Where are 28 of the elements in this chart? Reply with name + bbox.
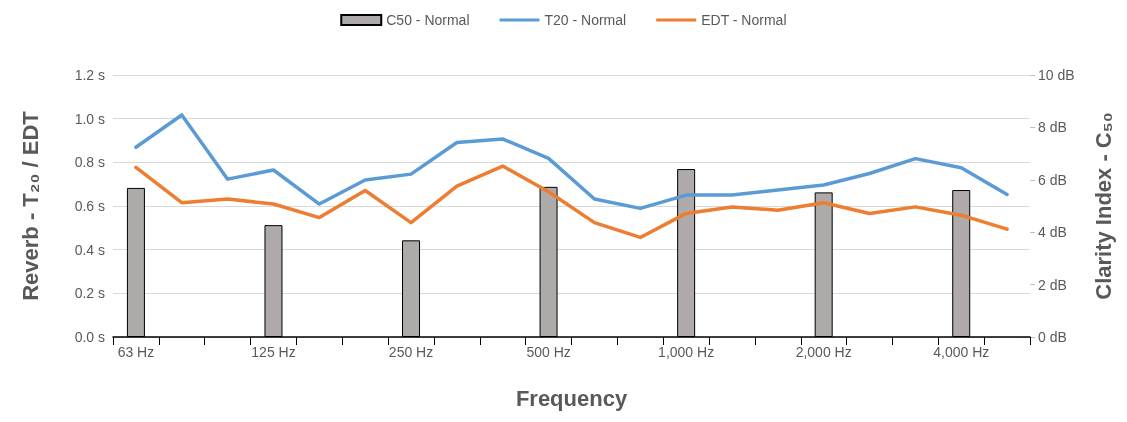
y-tick-label: 0.6 s (74, 198, 105, 214)
x-tick-label: 1,000 Hz (658, 344, 715, 360)
legend-label: EDT - Normal (701, 12, 787, 28)
x-tick-label: 63 Hz (117, 344, 155, 360)
y2-tick-label: 2 dB (1038, 276, 1067, 293)
y2-tick-label: 6 dB (1038, 171, 1067, 188)
y2-tick-label: 8 dB (1038, 119, 1067, 136)
y-tick-label: 0.8 s (74, 154, 105, 171)
y-tick-label: 0.4 s (74, 241, 105, 258)
line-series (134, 164, 1009, 240)
x-tick-label: 4,000 Hz (933, 344, 990, 360)
x-tick-label: 500 Hz (526, 344, 571, 360)
x-tick-label: 250 Hz (388, 344, 434, 360)
line-series (134, 113, 1009, 211)
x-tick-label: 2,000 Hz (795, 344, 852, 360)
y2-tick-label: 4 dB (1038, 224, 1067, 241)
y-tick-label: 0.2 s (74, 285, 105, 302)
y-tick-label: 0.0 s (74, 329, 105, 345)
x-tick-label: 125 Hz (251, 344, 296, 360)
y-axis-title: Reverb - T₂₀ / EDT (17, 110, 43, 301)
legend-label: C50 - Normal (386, 12, 470, 28)
x-axis-title: Frequency (515, 385, 628, 411)
y2-tick-label: 0 dB (1038, 329, 1067, 345)
y2-axis-title: Clarity Index - C₅₀ (1090, 112, 1116, 300)
y-tick-label: 1.0 s (74, 110, 105, 127)
legend-label: T20 - Normal (544, 12, 627, 28)
y-tick-label: 1.2 s (74, 67, 105, 83)
y2-tick-label: 10 dB (1038, 67, 1075, 83)
